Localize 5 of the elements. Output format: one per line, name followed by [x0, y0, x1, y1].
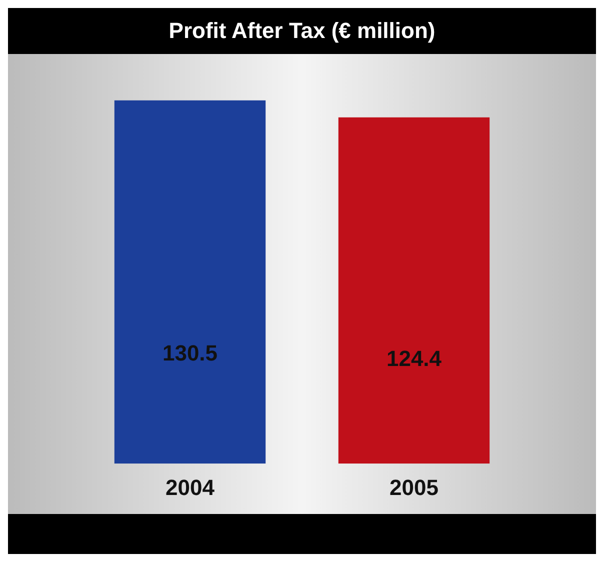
data-label: 124.4 [386, 346, 442, 371]
x-tick-label: 2005 [390, 474, 438, 500]
data-label: 130.5 [162, 340, 218, 366]
chart-title: Profit After Tax (€ million) [8, 8, 596, 54]
x-tick-label: 2004 [166, 474, 216, 500]
